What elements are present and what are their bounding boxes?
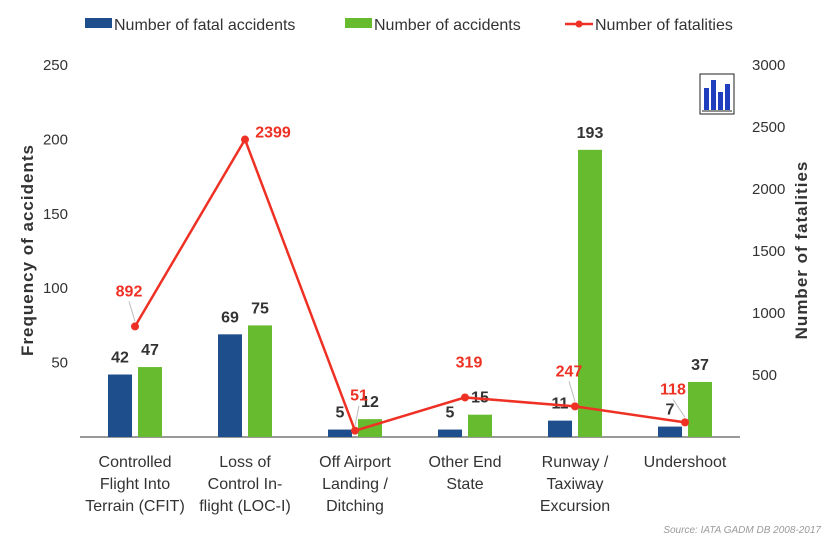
y-tick-label-left: 150: [43, 206, 68, 223]
x-category-label: Undershoot: [644, 454, 727, 471]
data-label-fatalities: 247: [556, 363, 583, 380]
data-label-fatalities: 2399: [255, 125, 291, 142]
source-note: Source: IATA GADM DB 2008-2017: [663, 525, 821, 536]
legend-label-fatalities: Number of fatalities: [595, 17, 733, 34]
x-category-label: Controlled Flight Into Terrain (CFIT): [85, 454, 185, 515]
bar-accidents: [248, 325, 272, 437]
bar-accidents: [578, 149, 602, 438]
y-tick-label-left: 100: [43, 280, 68, 297]
legend-swatch-fatal-accidents: [85, 18, 112, 28]
data-label-accidents: 193: [577, 125, 604, 142]
y-axis-title-right: Number of fatalities: [792, 161, 811, 340]
fatalities-line: [133, 136, 686, 433]
fatalities-marker: [351, 426, 359, 435]
data-label-accidents: 75: [251, 300, 269, 317]
data-label-accidents: 47: [141, 342, 159, 359]
data-label-fatal-accidents: 5: [446, 405, 455, 422]
x-category-label: Runway / Taxiway Excursion: [540, 454, 610, 515]
data-label-accidents: 37: [691, 357, 709, 374]
data-label-fatal-accidents: 7: [666, 402, 675, 419]
x-category-label: Other End State: [429, 454, 502, 493]
legend-swatch-accidents: [345, 18, 372, 28]
y-tick-label-right: 2000: [752, 181, 785, 198]
fatalities-marker: [571, 402, 579, 411]
fatalities-label-leader: [354, 405, 360, 426]
bar-fatal-accidents: [658, 426, 682, 437]
bar-fatal-accidents: [108, 374, 132, 437]
category-labels: Controlled Flight Into Terrain (CFIT)Loss …: [85, 454, 727, 515]
x-category-label: Loss of Control In-flight (LOC-I): [199, 454, 291, 515]
bar-fatal-accidents: [438, 429, 462, 437]
fatalities-marker: [241, 135, 249, 144]
fatalities-marker: [461, 393, 469, 402]
fatalities-label-leader: [128, 301, 136, 322]
fatalities-series: 892 2399 51 319 247 118: [116, 125, 689, 435]
y-axis-right: 500 1000 1500 2000 2500 3000: [752, 57, 785, 384]
fatalities-marker: [681, 418, 689, 427]
x-category-label: Off Airport Landing / Ditching: [319, 454, 391, 515]
y-tick-label-right: 500: [752, 367, 777, 384]
legend-label-fatal-accidents: Number of fatal accidents: [114, 17, 295, 34]
fatalities-label-leader: [672, 399, 686, 418]
y-tick-label-right: 1500: [752, 243, 785, 260]
bar-accidents: [138, 367, 162, 437]
data-label-fatalities: 319: [456, 354, 483, 371]
y-tick-label-left: 50: [51, 355, 68, 372]
y-tick-label-right: 2500: [752, 119, 785, 136]
y-tick-label-right: 1000: [752, 305, 785, 322]
y-tick-label-left: 200: [43, 131, 68, 148]
y-tick-label-left: 250: [43, 57, 68, 74]
bar-chart-icon: [699, 73, 735, 115]
data-label-fatalities: 892: [116, 283, 143, 300]
data-label-fatal-accidents: 69: [221, 309, 239, 326]
legend: Number of fatal accidents Number of acci…: [85, 17, 733, 34]
y-tick-label-right: 3000: [752, 57, 785, 74]
bar-accidents: [468, 414, 492, 437]
y-axis-title-left: Frequency of accidents: [18, 144, 37, 356]
data-label-fatal-accidents: 42: [111, 350, 129, 367]
data-label-fatalities: 118: [660, 381, 686, 398]
fatalities-label-leader: [568, 381, 576, 402]
data-label-accidents: 12: [361, 394, 379, 411]
bar-fatal-accidents: [548, 420, 572, 437]
bar-accidents: [688, 381, 712, 437]
y-axis-left: 50 100 150 200 250: [43, 57, 68, 372]
fatalities-marker: [131, 322, 139, 331]
data-label-fatalities: 51: [350, 388, 368, 405]
bar-fatal-accidents: [328, 429, 352, 437]
legend-label-accidents: Number of accidents: [374, 17, 521, 34]
legend-swatch-fatalities-marker: [575, 20, 583, 28]
bar-fatal-accidents: [218, 334, 242, 437]
data-label-fatal-accidents: 5: [336, 405, 345, 422]
